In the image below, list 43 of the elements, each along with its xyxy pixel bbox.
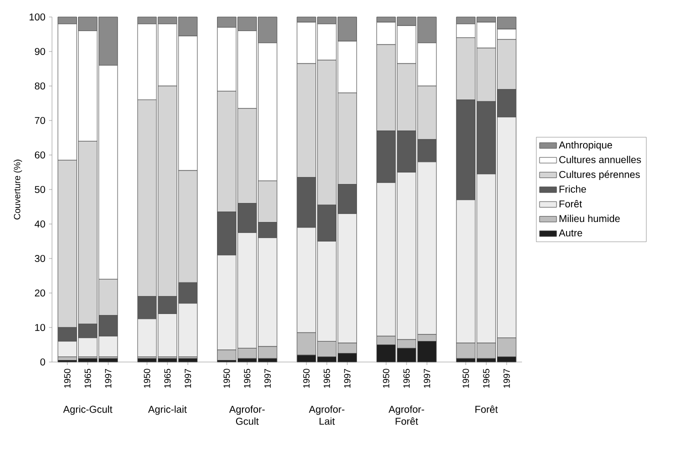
text: Agrofor-Forêt <box>388 406 424 425</box>
y-tick-label: 90 <box>34 48 46 56</box>
x-tick-label: 1950 <box>382 368 390 388</box>
x-tick-label: 1965 <box>403 368 410 388</box>
text: Agrofor-Gcult <box>229 406 265 425</box>
y-tick-label: 100 <box>30 13 46 21</box>
y-tick-label: 50 <box>34 186 46 194</box>
x-tick-label: 1997 <box>344 368 350 388</box>
x-tick-label: 1965 <box>84 368 91 388</box>
x-tick-label: 1965 <box>244 368 250 388</box>
x-tick-label: 1950 <box>144 368 150 388</box>
y-tick-label: 70 <box>34 116 46 124</box>
x-tick-label: 1965 <box>164 368 171 388</box>
y-axis-title: Couverture (%) <box>14 160 22 220</box>
legend-label: Cultures annuelles <box>559 156 641 164</box>
x-tick-label: 1997 <box>504 368 510 388</box>
y-tick-label: 60 <box>34 151 46 159</box>
y-tick-label: 0 <box>40 358 46 366</box>
text: Agric-lait <box>148 406 187 415</box>
x-tick-label: 1950 <box>303 368 310 388</box>
legend-label: Friche <box>560 185 586 193</box>
y-tick-label: 10 <box>35 324 46 332</box>
text: Agric-Gcult <box>63 406 112 415</box>
legend-label: Autre <box>558 229 582 236</box>
y-tick-label: 30 <box>34 254 46 262</box>
legend-label: Milieu humide <box>560 214 620 222</box>
legend-label: Forêt <box>560 200 582 208</box>
x-tick-label: 1965 <box>483 368 490 388</box>
x-tick-label: 1950 <box>462 368 469 388</box>
x-tick-label: 1950 <box>224 368 230 388</box>
y-tick-label: 20 <box>34 289 46 297</box>
x-tick-label: 1997 <box>424 368 430 388</box>
x-tick-label: 1965 <box>324 368 330 388</box>
x-tick-label: 1997 <box>105 368 112 388</box>
x-tick-label: 1997 <box>264 368 271 388</box>
text: Forêt <box>475 406 498 413</box>
legend-label: Cultures pérennes <box>559 170 640 180</box>
x-tick-label: 1950 <box>64 368 71 388</box>
y-tick-label: 40 <box>34 220 46 228</box>
y-tick-label: 80 <box>34 82 46 90</box>
legend-label: Anthropique <box>558 141 612 150</box>
text: Agrofor-Lait <box>308 406 344 425</box>
x-tick-label: 1997 <box>184 368 192 388</box>
